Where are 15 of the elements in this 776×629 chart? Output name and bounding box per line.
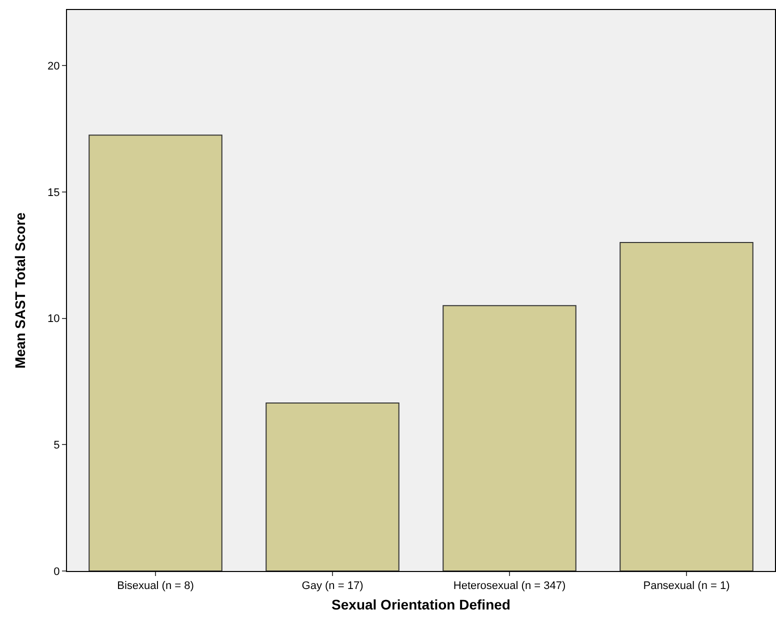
y-tick-label: 0 xyxy=(54,566,60,578)
x-tick-label: Heterosexual (n = 347) xyxy=(453,580,566,592)
bar xyxy=(620,242,754,571)
x-axis-title: Sexual Orientation Defined xyxy=(332,596,510,612)
y-tick-label: 20 xyxy=(48,60,60,72)
x-tick-label: Bisexual (n = 8) xyxy=(117,580,194,592)
y-axis-title: Mean SAST Total Score xyxy=(12,212,28,369)
y-tick-label: 5 xyxy=(54,440,60,452)
bar xyxy=(442,305,576,571)
y-tick-label: 10 xyxy=(48,313,60,326)
x-tick-label: Pansexual (n = 1) xyxy=(643,580,730,592)
x-tick-label: Gay (n = 17) xyxy=(302,580,364,592)
y-tick-label: 15 xyxy=(48,186,60,199)
bar xyxy=(88,134,222,571)
bar xyxy=(266,402,400,571)
